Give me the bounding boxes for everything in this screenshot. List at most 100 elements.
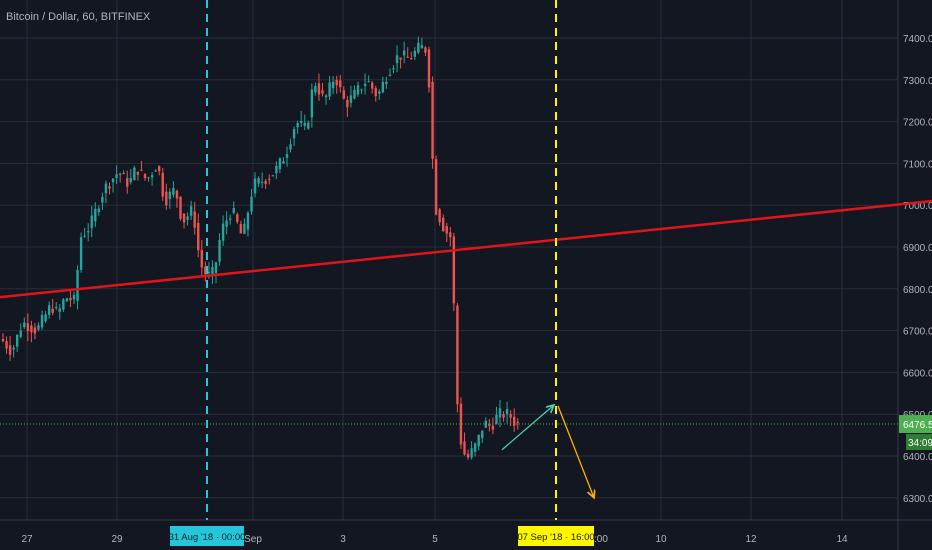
candle-body [481, 430, 484, 439]
candle-body [300, 120, 303, 123]
candle-body [40, 315, 44, 328]
x-tick-label: 27 [21, 534, 33, 545]
projection-arrow-up [501, 405, 554, 451]
candle-body [459, 403, 463, 445]
candle-body [427, 49, 431, 88]
candle-body [296, 123, 299, 128]
candle-body [434, 159, 438, 215]
candle-body [406, 56, 409, 58]
candle-body [484, 420, 487, 428]
x-tick-label: 3 [340, 534, 346, 545]
candle-body [356, 85, 360, 95]
candle-body [87, 231, 90, 233]
candle-body [282, 161, 285, 164]
candle-body [491, 425, 495, 430]
candle-body [182, 213, 186, 223]
yellow-marker-label: 07 Sep '18 · 16:00 [517, 532, 594, 543]
candle-body [94, 208, 97, 222]
candle-body [438, 209, 441, 223]
x-tick-label: Sep [244, 534, 262, 545]
candle-body [413, 50, 416, 57]
countdown-tag [906, 434, 932, 451]
candle-body [214, 262, 218, 274]
candle-body [342, 90, 345, 99]
candle-body [154, 170, 157, 172]
y-tick-label: 6800.0 [903, 285, 932, 296]
candle-body [395, 55, 399, 64]
candle-body [466, 453, 470, 458]
candle-body [150, 175, 154, 178]
candle-body [470, 448, 473, 458]
cyan-marker-label-bg [170, 526, 244, 546]
candle-body [360, 89, 363, 91]
candle-body [79, 237, 83, 270]
candle-body [172, 187, 175, 195]
projection-arrow-down [557, 405, 594, 498]
x-tick-label: 12 [745, 534, 757, 545]
candle-body [324, 95, 328, 98]
x-tick-label: 14 [836, 534, 848, 545]
candle-body [349, 95, 353, 103]
candle-body [303, 122, 306, 126]
candle-body [378, 91, 381, 94]
candle-body [367, 81, 370, 83]
x-tick-label: 5 [432, 534, 438, 545]
candle-body [118, 173, 122, 175]
candle-body [250, 196, 253, 212]
candle-body [147, 177, 150, 179]
candle-body [165, 191, 168, 206]
candle-body [253, 178, 257, 194]
chart-title: Bitcoin / Dollar, 60, BITFINEX [6, 11, 151, 23]
candle-body [211, 266, 214, 276]
y-tick-label: 6700.0 [903, 327, 932, 338]
candle-body [97, 208, 101, 212]
candle-body [363, 83, 367, 87]
candle-body [90, 215, 93, 229]
candle-body [65, 298, 69, 302]
candle-body [498, 408, 502, 418]
candle-body [122, 173, 125, 175]
candle-body [19, 330, 22, 337]
candle-body [111, 178, 115, 183]
candle-body [417, 42, 420, 53]
candle-body [374, 88, 377, 97]
candle-body [207, 271, 211, 274]
current-price-tag [899, 415, 932, 434]
partial-time-label: :00 [594, 534, 608, 545]
candle-body [168, 191, 172, 199]
candle-body [307, 122, 310, 129]
candle-body [175, 190, 179, 199]
candle-body [126, 178, 129, 187]
candle-body [197, 222, 200, 251]
candle-body [314, 86, 317, 93]
candle-body [239, 224, 243, 234]
y-tick-label: 7200.0 [903, 118, 932, 129]
candle-body [513, 416, 516, 426]
candle-body [431, 81, 434, 159]
candle-body [505, 409, 509, 415]
candle-body [140, 169, 143, 171]
candle-body [331, 81, 335, 89]
candle-body [8, 345, 12, 355]
candle-body [23, 322, 26, 328]
candle-body [353, 89, 356, 99]
candle-body [55, 306, 58, 308]
candle-body [516, 421, 519, 424]
candle-body [424, 47, 427, 53]
candle-body [346, 100, 349, 108]
candle-body [161, 172, 164, 197]
candle-body [420, 45, 424, 49]
y-tick-label: 7100.0 [903, 159, 932, 170]
candle-body [104, 183, 108, 194]
candle-body [488, 423, 491, 426]
candle-body [243, 223, 246, 234]
candle-body [179, 196, 182, 219]
candle-body [445, 226, 448, 234]
candle-body [83, 235, 86, 237]
candle-body [218, 240, 221, 262]
candle-body [456, 305, 459, 405]
trendline [0, 199, 932, 299]
candle-body [136, 171, 140, 175]
